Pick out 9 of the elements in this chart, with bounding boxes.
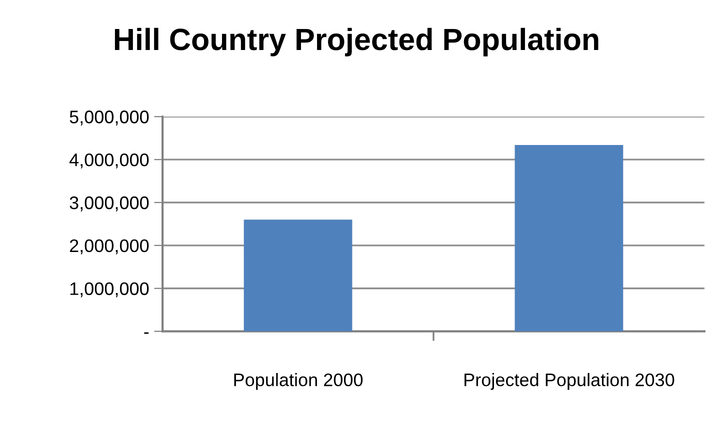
y-tick-label: 3,000,000 — [70, 196, 149, 212]
y-tick-label: 1,000,000 — [70, 282, 149, 298]
x-tick-label: Projected Population 2030 — [464, 372, 674, 390]
x-tick-label: Population 2000 — [234, 372, 363, 390]
chart-title: Hill Country Projected Population — [114, 28, 598, 56]
y-tick-label: - — [144, 332, 149, 334]
y-tick-label: 2,000,000 — [70, 239, 149, 254]
y-tick-label: 4,000,000 — [69, 153, 149, 168]
y-tick-label: 5,000,000 — [70, 110, 149, 126]
